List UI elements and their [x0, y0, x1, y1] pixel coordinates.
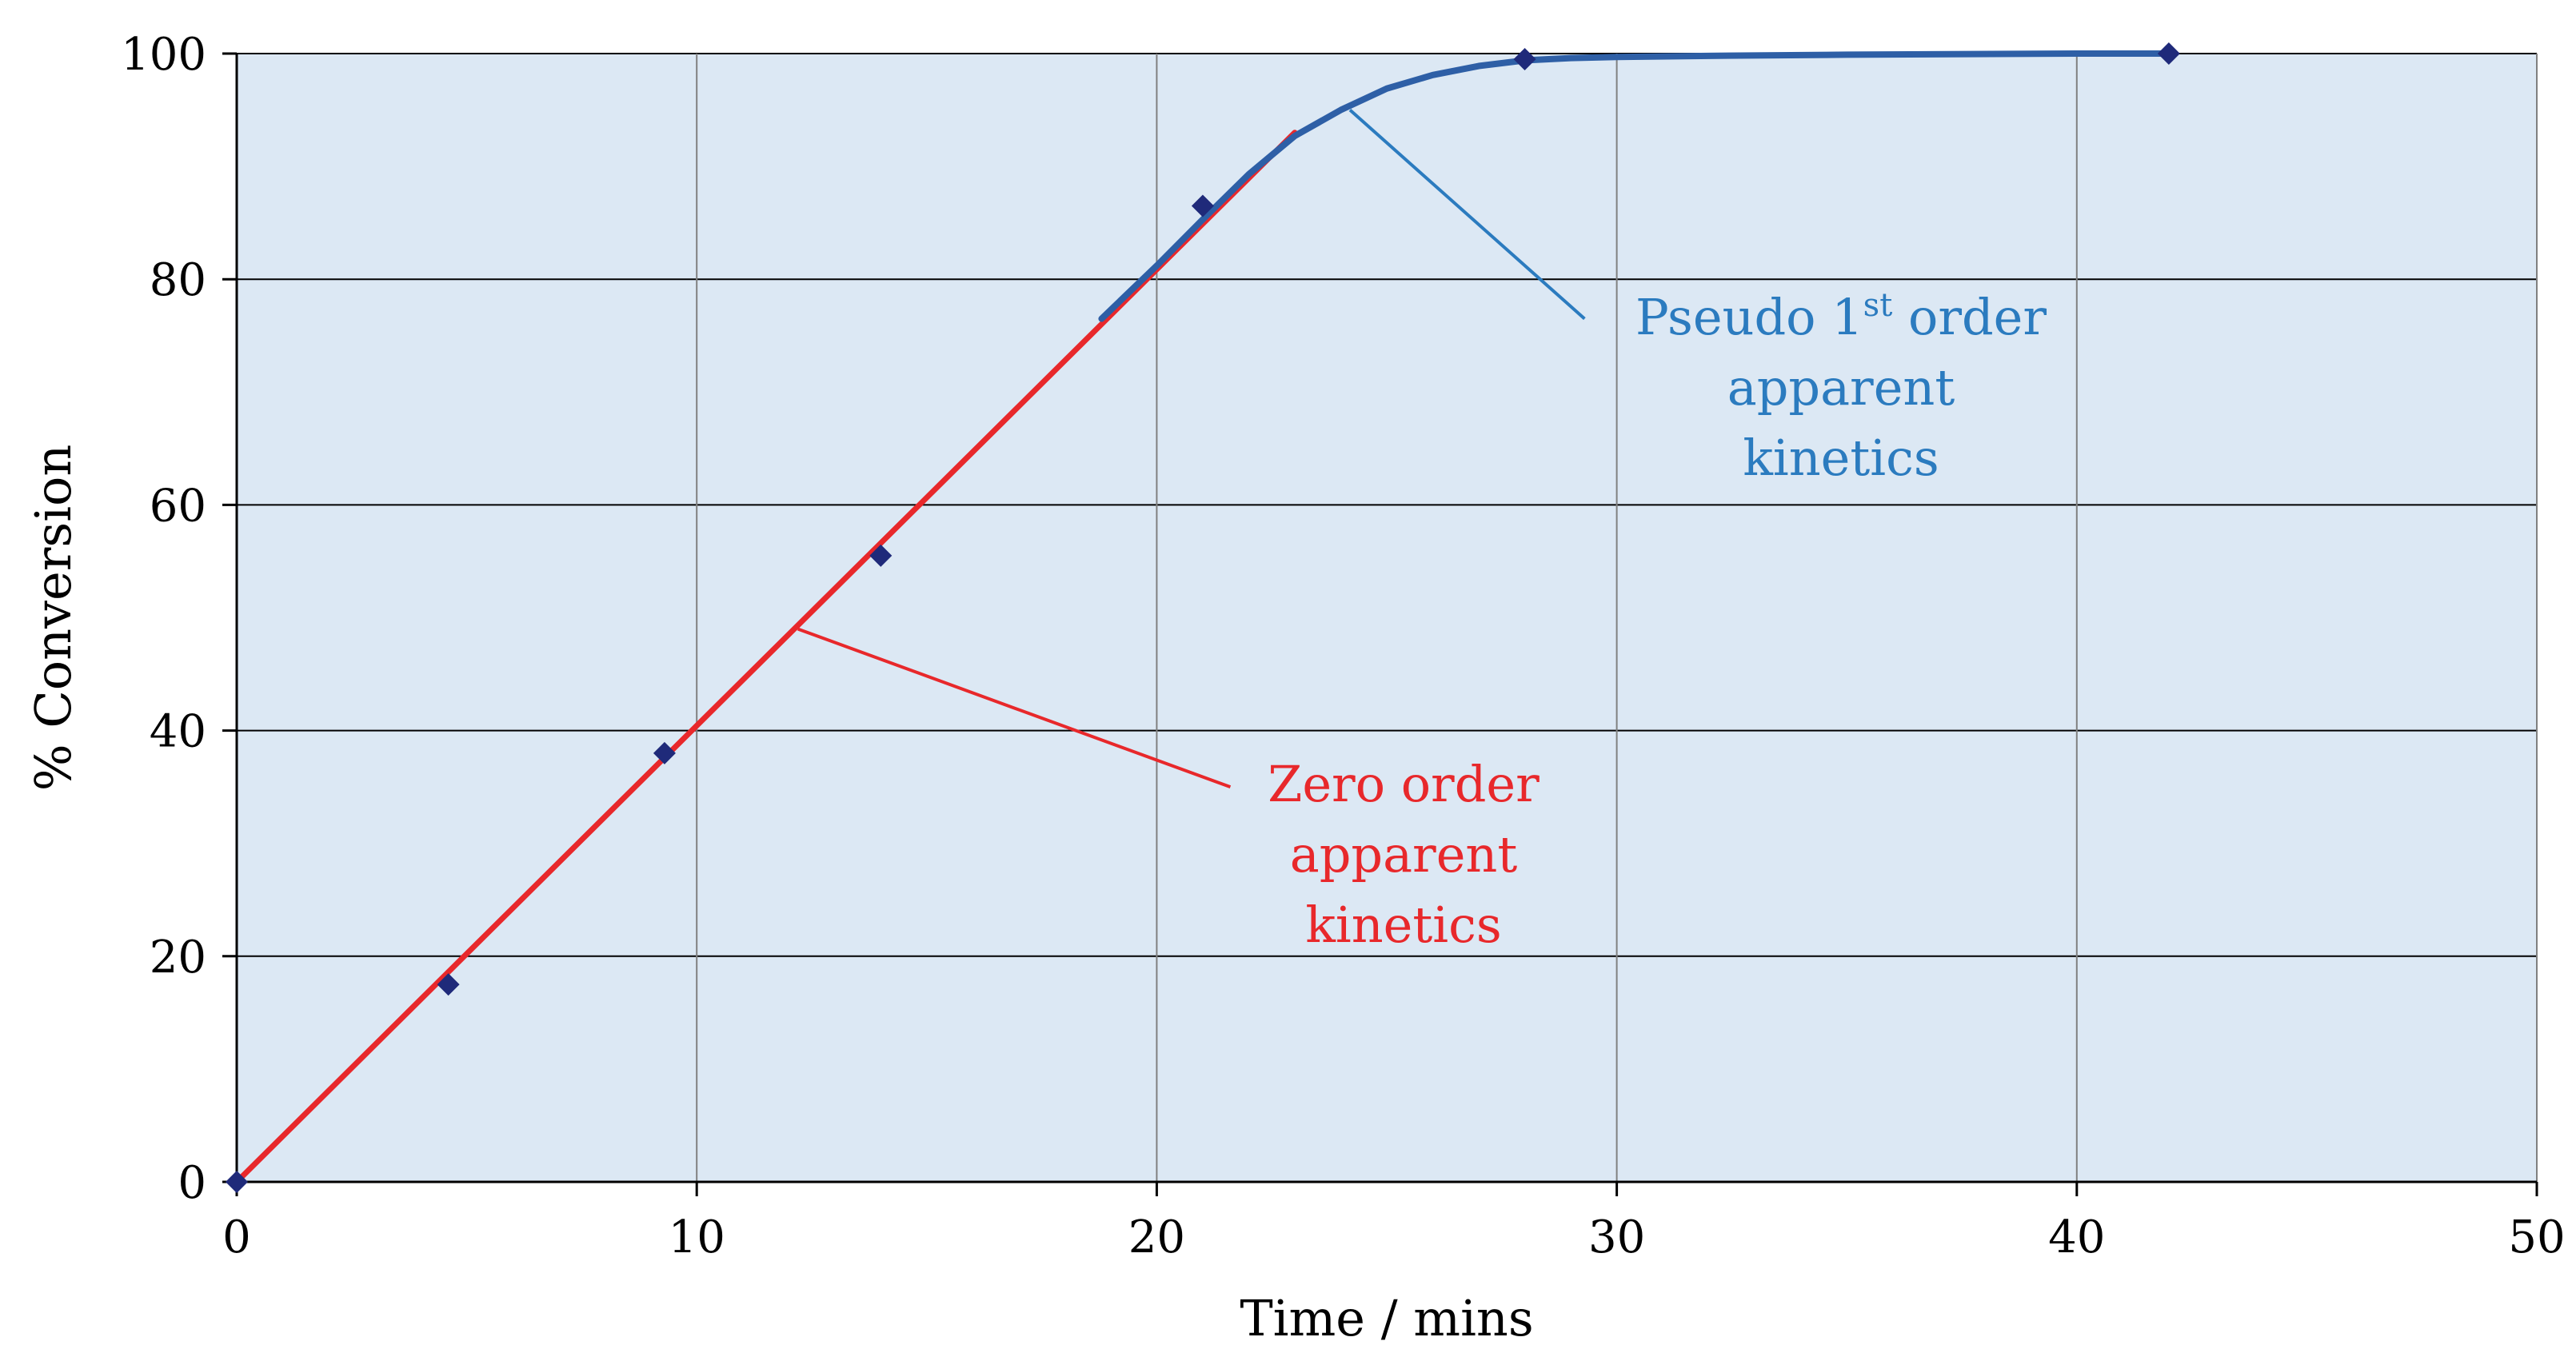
data-point: [1191, 194, 1214, 218]
first-order-label-line-3: kinetics: [1743, 429, 1939, 487]
data-point: [437, 973, 460, 996]
x-tick-label: 10: [669, 1211, 725, 1263]
data-point: [1513, 48, 1536, 71]
y-tick-label: 80: [150, 254, 206, 306]
y-tick-label: 40: [150, 706, 206, 758]
x-tick-label: 0: [222, 1211, 251, 1263]
y-tick-label: 20: [150, 932, 206, 984]
zero-order-label-line-3: kinetics: [1305, 896, 1501, 954]
x-tick-label: 50: [2508, 1211, 2565, 1263]
annotations: Pseudo 1st order apparent kinetics Zero ord…: [797, 109, 2047, 954]
data-point: [653, 741, 676, 764]
x-tick-label: 30: [1588, 1211, 1645, 1263]
data-point: [2157, 42, 2180, 65]
zero-order-label-line-2: apparent: [1290, 825, 1518, 884]
data-markers: [226, 42, 2180, 1193]
y-tick-label: 60: [150, 480, 206, 532]
y-tick-label: 100: [121, 29, 206, 81]
first-order-label-line-2: apparent: [1727, 358, 1955, 417]
tick-labels: 0 20 40 60 80 100 0 10 20 30 40 50: [121, 29, 2566, 1263]
data-point: [226, 1171, 248, 1193]
zero-order-label-line-1: Zero order: [1268, 755, 1540, 813]
x-tick-label: 40: [2048, 1211, 2105, 1263]
y-axis-title: % Conversion: [24, 445, 82, 792]
zero-order-fit-line: [234, 130, 1298, 1185]
fit-lines: [234, 50, 2172, 1185]
data-point: [869, 544, 893, 567]
plot-area: [237, 54, 2537, 1182]
first-order-label-line-1: Pseudo 1st order: [1635, 287, 2047, 346]
first-order-pointer-line: [1348, 109, 1586, 321]
first-order-fit-curve: [1098, 50, 2172, 322]
y-tick-label: 0: [178, 1157, 206, 1209]
x-axis-title: Time / mins: [1240, 1289, 1533, 1347]
x-tick-label: 20: [1128, 1211, 1185, 1263]
zero-order-pointer-line: [797, 627, 1232, 789]
